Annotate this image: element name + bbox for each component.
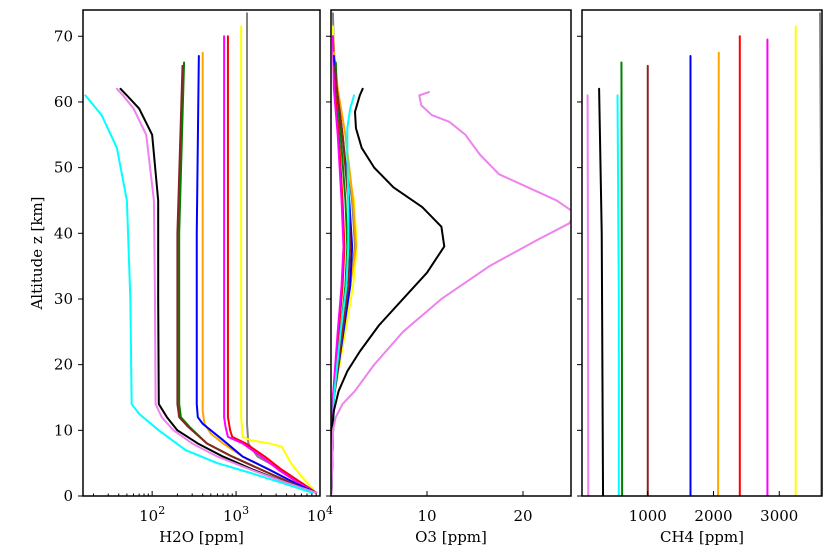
h2o-y-tick-label: 40 [54, 224, 73, 242]
o3-series-cyan [331, 94, 356, 494]
h2o-axes-frame [82, 9, 321, 497]
h2o-series-group [84, 12, 318, 494]
o3-x-tick-label: 10 [417, 507, 436, 525]
h2o-y-tick-label: 10 [54, 421, 73, 439]
ch4-x-tick-label: 2000 [694, 507, 732, 525]
o3-x-axis-label: O3 [ppm] [415, 528, 487, 546]
h2o-series-magenta [223, 35, 318, 494]
ch4-x-tick-label: 3000 [760, 507, 798, 525]
h2o-y-tick-label: 60 [54, 93, 73, 111]
h2o-x-tick-exp: 3 [242, 504, 249, 517]
o3-panel: 10 20 O3 [ppm] [326, 9, 572, 546]
h2o-series-black [119, 87, 318, 494]
ch4-panel: 1000 2000 3000 CH4 [ppm] [577, 9, 823, 546]
ch4-x-tick-label: 1000 [629, 507, 667, 525]
ch4-series-green [620, 61, 624, 496]
h2o-series-green [178, 61, 313, 494]
ch4-series-gray [819, 12, 822, 496]
ch4-series-orange [717, 51, 720, 496]
h2o-y-tick-label: 70 [54, 27, 73, 45]
h2o-x-tick-exp: 4 [326, 504, 333, 517]
h2o-series-red [226, 35, 318, 494]
ch4-axes-frame [581, 9, 823, 497]
h2o-series-blue [195, 54, 318, 494]
h2o-y-axis-label: Altitude z [km] [28, 196, 46, 310]
ch4-series-black [598, 87, 605, 496]
o3-axes-frame [330, 9, 572, 497]
ch4-series-cyan [616, 94, 620, 496]
h2o-y-tick-label: 0 [63, 487, 73, 505]
h2o-x-tick-label: 104 [307, 504, 333, 525]
h2o-x-tick-label: 103 [223, 504, 249, 525]
h2o-x-tick-base: 10 [307, 507, 326, 525]
h2o-series-brown [176, 64, 313, 494]
o3-x-tick-label: 20 [513, 507, 532, 525]
h2o-x-tick-exp: 2 [158, 504, 165, 517]
o3-series-magenta [331, 35, 345, 494]
ch4-series-violet [586, 94, 590, 496]
h2o-series-violet [115, 87, 318, 494]
h2o-series-yellow [240, 25, 318, 494]
h2o-x-axis-label: H2O [ppm] [159, 528, 244, 546]
o3-series-group [331, 12, 571, 494]
ch4-x-axis-label: CH4 [ppm] [660, 528, 744, 546]
o3-series-violet [331, 91, 571, 494]
o3-series-black [331, 87, 446, 494]
h2o-y-tick-label: 50 [54, 159, 73, 177]
h2o-series-cyan [84, 94, 313, 494]
ch4-series-group [586, 12, 822, 496]
h2o-x-tick-base: 10 [139, 507, 158, 525]
h2o-series-orange [201, 51, 318, 494]
h2o-y-tick-label: 20 [54, 356, 73, 374]
h2o-series-gray [246, 12, 318, 494]
h2o-x-tick-base: 10 [223, 507, 242, 525]
h2o-x-tick-label: 102 [139, 504, 165, 525]
h2o-y-tick-label: 30 [54, 290, 73, 308]
